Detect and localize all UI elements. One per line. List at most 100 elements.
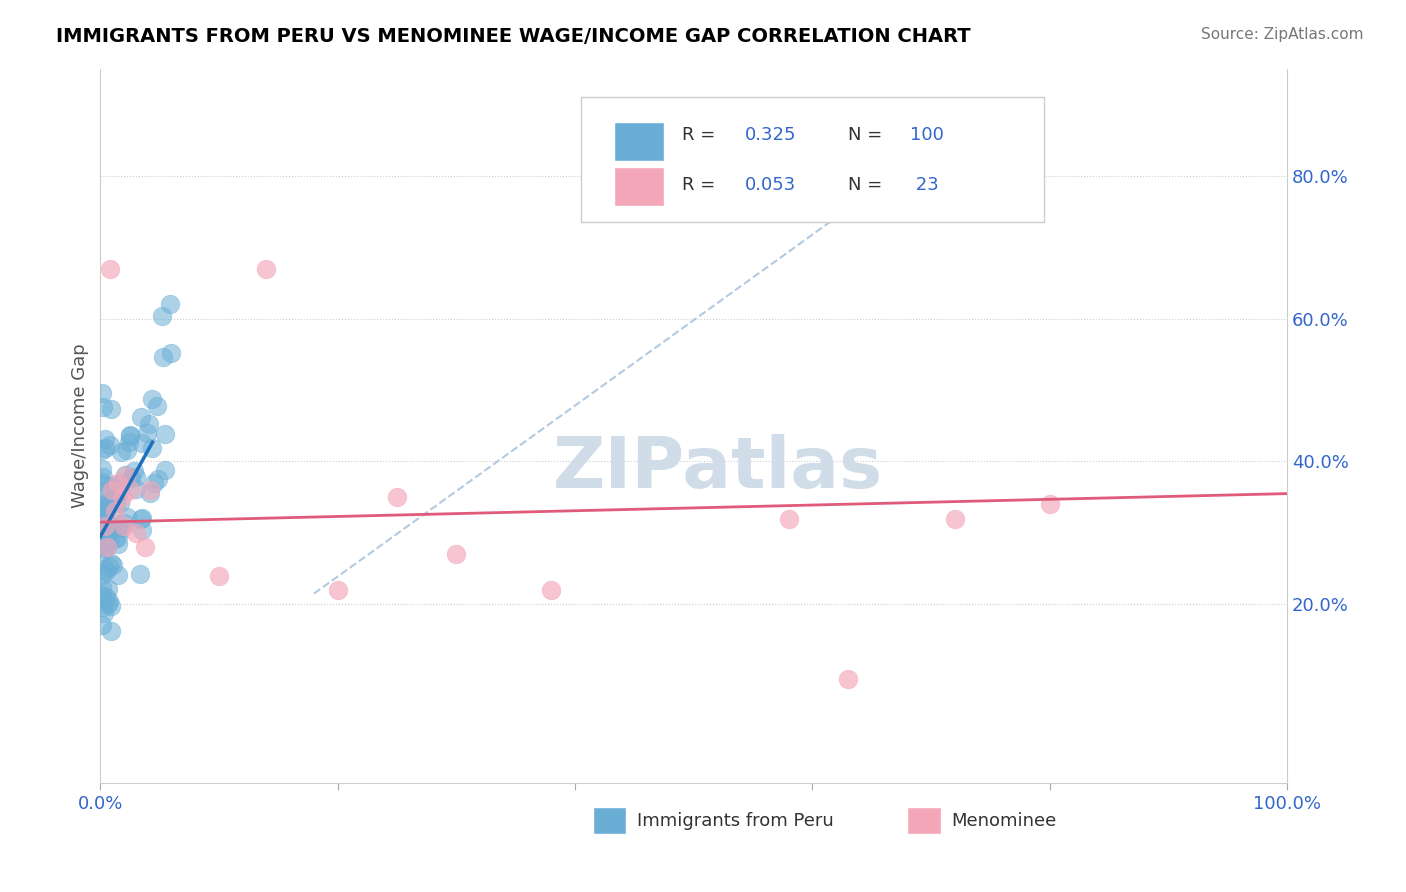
FancyBboxPatch shape <box>581 97 1043 222</box>
Point <box>97 597 120 611</box>
Point <box>101 483 124 497</box>
Point <box>91 498 114 512</box>
Point <box>110 521 132 535</box>
Bar <box>593 807 626 834</box>
Point <box>96 540 118 554</box>
Point <box>90 588 112 602</box>
Text: N =: N = <box>848 176 889 194</box>
Point <box>146 400 169 414</box>
Text: R =: R = <box>682 126 721 144</box>
Point <box>540 582 562 597</box>
Point <box>94 503 117 517</box>
Point <box>124 470 146 484</box>
Point <box>256 261 278 276</box>
Point <box>93 541 115 555</box>
Point <box>385 490 408 504</box>
Point <box>91 511 114 525</box>
Point <box>125 525 148 540</box>
Point <box>94 433 117 447</box>
Point <box>97 582 120 596</box>
Point <box>94 515 117 529</box>
Point <box>98 438 121 452</box>
Point <box>90 504 112 518</box>
Point <box>91 495 114 509</box>
Point <box>131 410 153 425</box>
Point <box>91 519 114 533</box>
Point <box>104 504 127 518</box>
Point <box>90 462 112 476</box>
Point <box>100 556 122 570</box>
Point <box>141 441 163 455</box>
Point <box>139 483 162 497</box>
Point <box>104 496 127 510</box>
Point <box>129 512 152 526</box>
Point <box>120 428 142 442</box>
Point <box>446 547 468 561</box>
Point <box>122 464 145 478</box>
Y-axis label: Wage/Income Gap: Wage/Income Gap <box>72 343 89 508</box>
Point <box>98 261 121 276</box>
Point <box>104 482 127 496</box>
Point <box>98 594 121 608</box>
Point <box>112 518 135 533</box>
Point <box>91 516 114 530</box>
Point <box>93 518 115 533</box>
Bar <box>907 807 941 834</box>
Point <box>943 511 966 525</box>
Point <box>96 540 118 554</box>
Point <box>91 400 114 414</box>
Point <box>90 567 112 582</box>
Point <box>91 469 114 483</box>
Point <box>100 519 122 533</box>
Point <box>146 472 169 486</box>
Point <box>90 580 112 594</box>
Point <box>150 310 173 324</box>
Point <box>94 518 117 533</box>
Point <box>778 511 800 525</box>
Point <box>111 490 134 504</box>
Point <box>98 479 121 493</box>
Point <box>91 544 114 558</box>
Point <box>159 296 181 310</box>
Point <box>110 476 132 491</box>
Point <box>143 475 166 490</box>
Text: Source: ZipAtlas.com: Source: ZipAtlas.com <box>1201 27 1364 42</box>
Point <box>129 566 152 581</box>
Point <box>93 606 115 620</box>
Point <box>97 559 120 574</box>
Point <box>208 568 231 582</box>
Point <box>94 533 117 547</box>
Point <box>837 673 859 687</box>
Point <box>100 624 122 638</box>
Point <box>96 500 118 514</box>
Point <box>107 475 129 490</box>
Text: Menominee: Menominee <box>952 812 1056 830</box>
Point <box>125 482 148 496</box>
Point <box>90 514 112 528</box>
Point <box>104 489 127 503</box>
Point <box>91 538 114 552</box>
Point <box>118 435 141 450</box>
Point <box>90 442 112 457</box>
Point <box>131 511 153 525</box>
Point <box>118 483 141 497</box>
Point <box>93 509 115 524</box>
Point <box>94 442 117 456</box>
Point <box>107 537 129 551</box>
Text: 0.325: 0.325 <box>745 126 796 144</box>
Point <box>91 505 114 519</box>
Point <box>152 350 174 364</box>
Point <box>104 532 127 546</box>
Point <box>100 401 122 416</box>
Point <box>94 591 117 605</box>
Point <box>90 475 112 489</box>
Point <box>160 346 183 360</box>
Point <box>139 485 162 500</box>
Point <box>90 529 112 543</box>
Point <box>134 540 156 554</box>
Point <box>93 562 115 576</box>
Point <box>107 530 129 544</box>
Text: N =: N = <box>848 126 889 144</box>
Point <box>91 600 114 615</box>
Text: 23: 23 <box>910 176 938 194</box>
